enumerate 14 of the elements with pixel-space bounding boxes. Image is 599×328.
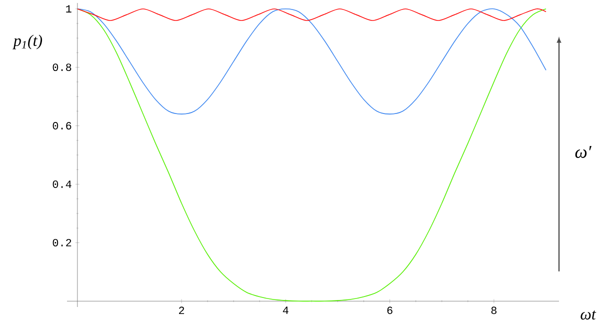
x-tick-label: 6 xyxy=(387,306,392,314)
line-series xyxy=(77,8,546,21)
text: ω′ xyxy=(575,146,592,158)
x-tick-label: 4 xyxy=(282,306,288,314)
y-tick-label: 0.6 xyxy=(52,122,72,130)
y-axis-title: p$_{1}$(t) xyxy=(12,34,42,50)
line-series xyxy=(77,8,546,114)
y-tick-label: 0.2 xyxy=(52,238,72,246)
x-tick-label: 2 xyxy=(179,306,184,314)
y-tick-label: 0.8 xyxy=(52,64,72,72)
y-tick-label: 1 xyxy=(66,5,72,12)
x-tick-label: 8 xyxy=(491,306,496,314)
x-axis-title: ωt xyxy=(580,310,596,320)
y-tick-label: 0.4 xyxy=(52,180,72,188)
